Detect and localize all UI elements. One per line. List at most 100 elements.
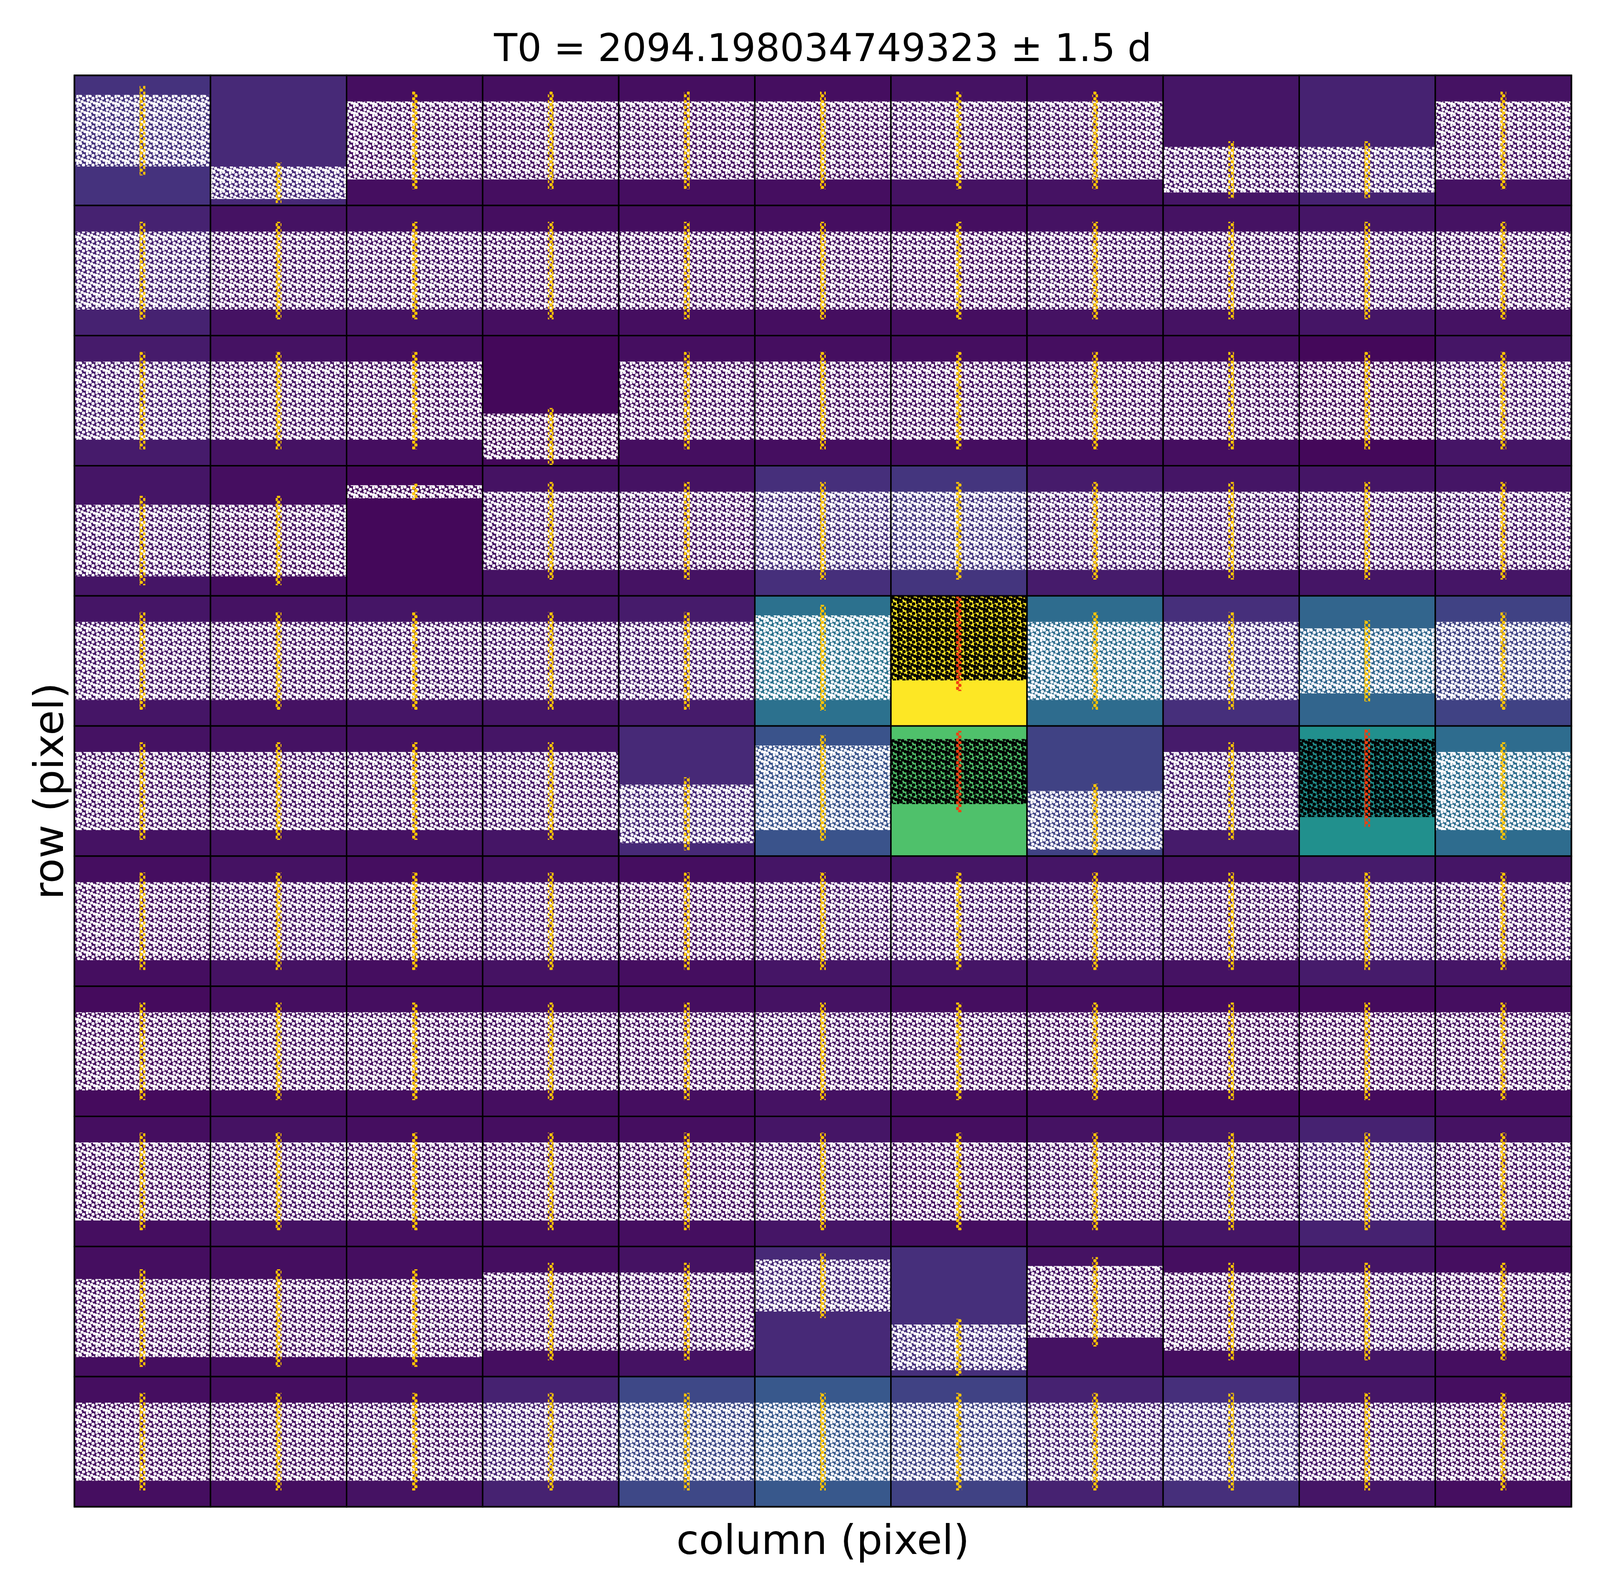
pixel-cell [1298,75,1435,206]
pixel-cell [346,595,483,727]
pixel-flux [1435,726,1572,857]
pixel-flux [74,205,211,336]
transit-window [1092,221,1099,320]
pixel-flux [1435,1116,1572,1247]
transit-window [1500,91,1507,190]
cell-border [754,1116,891,1247]
cell-border [1298,986,1435,1117]
transit-window [275,1132,282,1231]
pixel-cell [1163,205,1299,336]
pixel-flux [618,335,755,467]
cell-border [1163,1246,1299,1377]
transit-window [955,482,962,581]
cell-border [482,465,619,596]
cell-border [618,465,755,596]
transit-window [1500,352,1507,450]
transit-window [547,1132,554,1231]
pixel-flux [1027,856,1164,987]
cell-border [74,205,211,336]
pixel-flux [754,1376,891,1507]
pixel-flux [1027,465,1164,596]
pixel-flux [1027,1246,1164,1377]
pixel-cell [1163,726,1299,857]
pixel-flux [346,856,483,987]
transit-window [684,1132,690,1231]
transit-window [275,612,282,710]
transit-window [1228,1392,1235,1491]
transit-window [955,221,962,320]
pixel-cell [210,595,347,727]
cell-border [618,1116,755,1247]
pixel-flux [1435,1376,1572,1507]
pixel-flux [74,1376,211,1507]
cell-border [74,335,211,467]
transit-window [684,777,690,851]
cell-border [754,986,891,1117]
pixel-flux [618,856,755,987]
cell-border [482,335,619,467]
cell-border [1027,595,1164,727]
transit-window [547,1392,554,1491]
cell-border [1435,1116,1572,1247]
cell-border [891,986,1028,1117]
transit-window [1364,1392,1371,1491]
cell-border [1435,986,1572,1117]
pixel-flux [891,1116,1028,1247]
transit-window [684,91,690,190]
pixel-flux [754,1246,891,1377]
pixel-cell [74,1116,211,1247]
pixel-cell [210,75,347,206]
pixel-cell [74,726,211,857]
transit-window [684,1002,690,1101]
pixel-cell [482,986,619,1117]
cell-border [1298,595,1435,727]
figure: T0 = 2094.198034749323 ± 1.5 dcolumn (pi… [0,0,1600,1595]
pixel-flux [482,856,619,987]
pixel-cell [210,1376,347,1507]
transit-window [411,612,418,710]
cell-border [346,75,483,206]
pixel-cell [1163,1246,1299,1377]
pixel-cell [1027,1376,1164,1507]
pixel-flux [1435,75,1572,206]
pixel-flux [1298,335,1435,467]
cell-border [1027,726,1164,857]
transit-window [1228,742,1235,841]
pixel-flux [74,986,211,1117]
transit-window [411,483,418,500]
x-label: column (pixel) [676,1516,970,1564]
pixel-flux [1027,595,1164,727]
pixel-cell [210,856,347,987]
pixel-cell [1163,465,1299,596]
pixel-cell [1435,986,1572,1117]
pixel-cell [1435,465,1572,596]
cell-border [1163,75,1299,206]
pixel-cell [74,856,211,987]
transit-window [955,872,962,971]
cell-border [210,1246,347,1377]
cell-border [74,75,211,206]
pixel-flux [482,1246,619,1377]
pixel-flux [1298,465,1435,596]
pixel-cell [1027,856,1164,987]
cell-border [346,1116,483,1247]
pixel-flux [891,75,1028,206]
pixel-flux [346,726,483,857]
pixel-cell [74,75,211,206]
cell-border [1027,1246,1164,1377]
transit-window [1092,1132,1099,1231]
transit-window [411,742,418,841]
pixel-flux [482,465,619,596]
transit-window [139,85,146,176]
pixel-flux [74,75,211,206]
transit-window [1092,872,1099,971]
cell-border [1435,1376,1572,1507]
transit-window [820,1392,826,1491]
transit-window [1364,352,1371,450]
cell-border [1298,726,1435,857]
cell-border [1027,465,1164,596]
cell-border [754,75,891,206]
cell-border [1435,1246,1572,1377]
transit-window [1364,482,1371,581]
transit-window [411,1269,418,1368]
